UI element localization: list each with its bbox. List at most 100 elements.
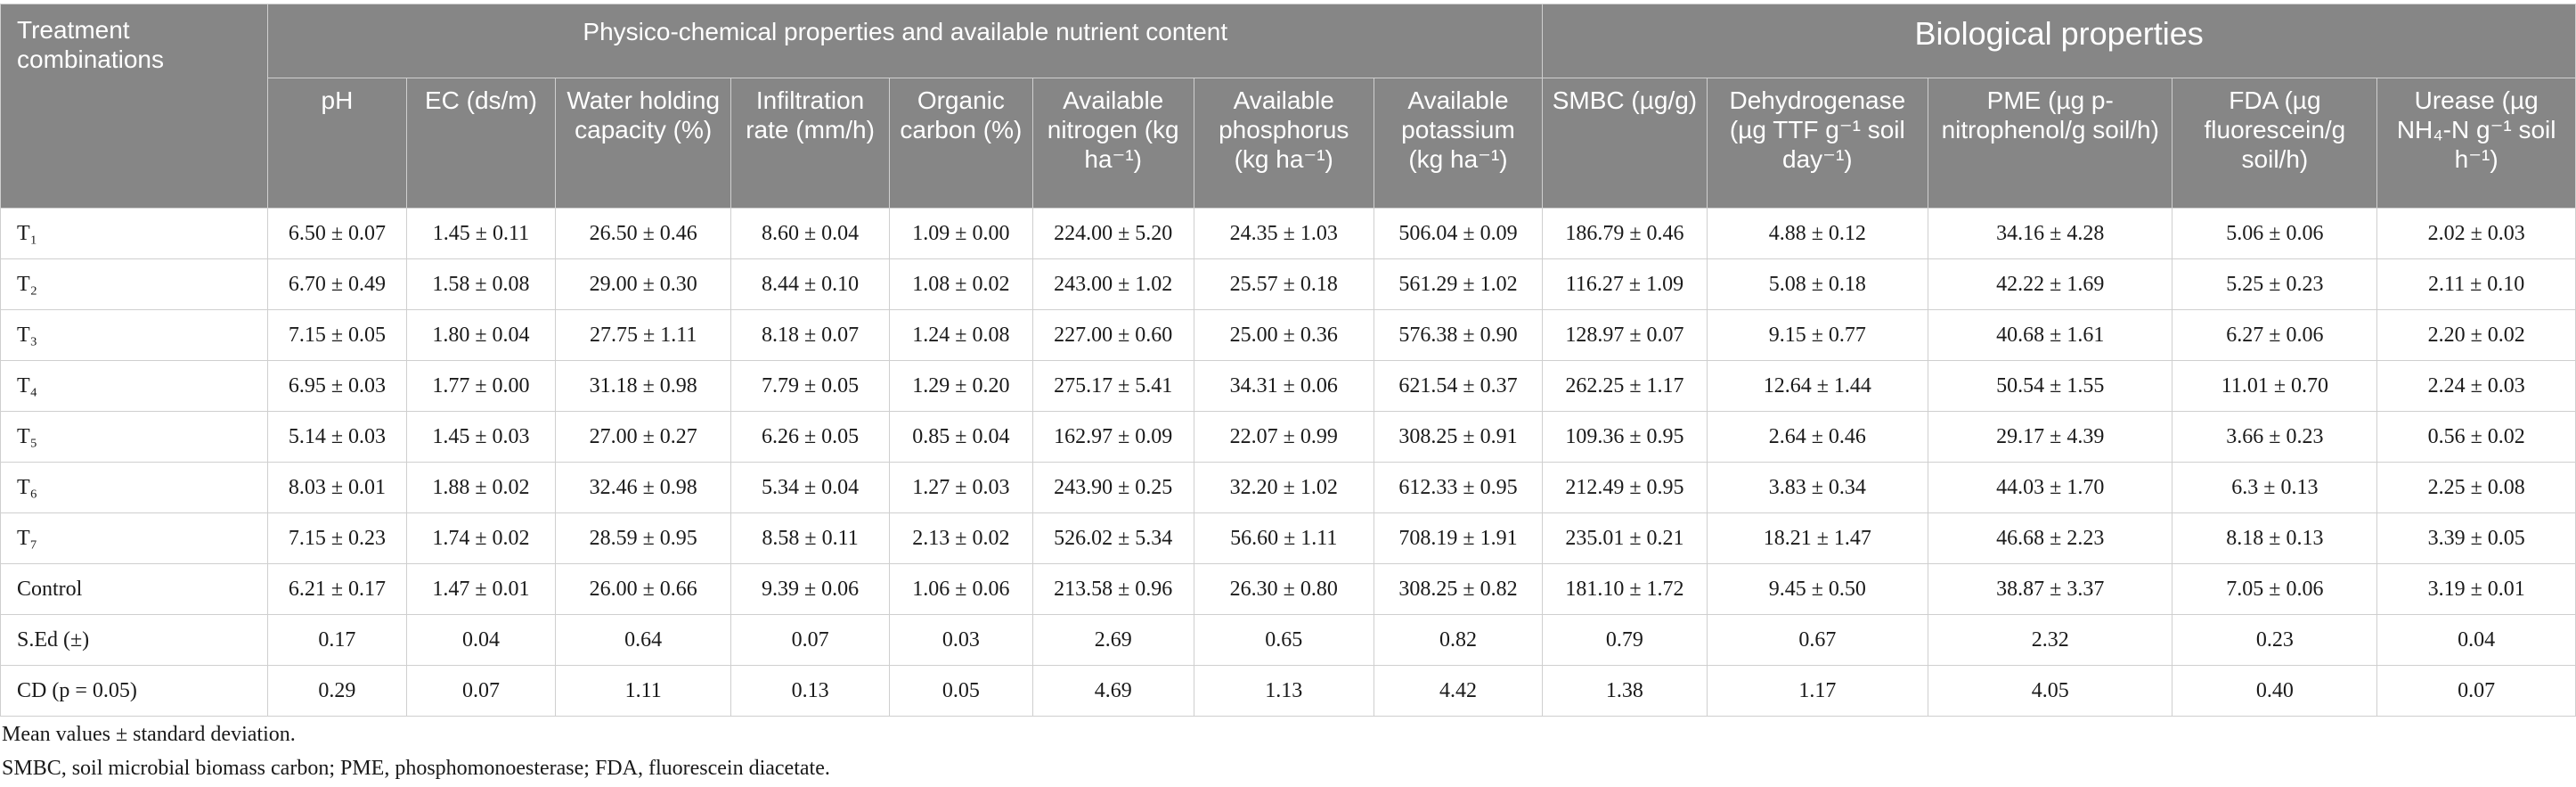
table-cell: 26.00 ± 0.66 <box>555 563 732 615</box>
table-cell: 0.56 ± 0.02 <box>2376 411 2576 463</box>
table-cell: 526.02 ± 5.34 <box>1031 512 1194 564</box>
table-cell: 1.17 <box>1706 665 1929 717</box>
table-cell: 5.08 ± 0.18 <box>1706 258 1929 310</box>
table-cell: 26.50 ± 0.46 <box>555 208 732 259</box>
column-header-water-holding-capacity: Water holding capacity (%) <box>555 78 732 209</box>
table-cell: 2.20 ± 0.02 <box>2376 309 2576 361</box>
table-row: T₆ 8.03 ± 0.01 1.88 ± 0.02 32.46 ± 0.98 5.34… <box>0 462 2576 513</box>
row-label: T₅ <box>0 411 269 463</box>
table-row: T₅ 5.14 ± 0.03 1.45 ± 0.03 27.00 ± 0.27 6.26… <box>0 411 2576 463</box>
table-cell: 116.27 ± 1.09 <box>1542 258 1708 310</box>
table-cell: 243.00 ± 1.02 <box>1031 258 1194 310</box>
table-cell: 1.08 ± 0.02 <box>889 258 1033 310</box>
table-row: S.Ed (±) 0.17 0.04 0.64 0.07 0.03 2.69 0.65 0.82… <box>0 614 2576 666</box>
table-footnotes: Mean values ± standard deviation. SMBC, … <box>2 717 830 786</box>
table-cell: 2.13 ± 0.02 <box>889 512 1033 564</box>
table-cell: 29.00 ± 0.30 <box>555 258 732 310</box>
row-label: T₆ <box>0 462 269 513</box>
table-cell: 29.17 ± 4.39 <box>1928 411 2173 463</box>
table-cell: 2.25 ± 0.08 <box>2376 462 2576 513</box>
table-row: T₃ 7.15 ± 0.05 1.80 ± 0.04 27.75 ± 1.11 8.18… <box>0 309 2576 361</box>
table-cell: 0.04 <box>2376 614 2576 666</box>
table-cell: 162.97 ± 0.09 <box>1031 411 1194 463</box>
table-cell: 32.20 ± 1.02 <box>1193 462 1374 513</box>
table-row: CD (p = 0.05) 0.29 0.07 1.11 0.13 0.05 4.69 1.1… <box>0 665 2576 717</box>
table-cell: 8.60 ± 0.04 <box>730 208 891 259</box>
column-header-fda: FDA (µg fluorescein/g soil/h) <box>2172 78 2378 209</box>
table-cell: 0.13 <box>730 665 891 717</box>
table-cell: 3.83 ± 0.34 <box>1706 462 1929 513</box>
table-cell: 2.32 <box>1928 614 2173 666</box>
table-cell: 2.69 <box>1031 614 1194 666</box>
table-cell: 1.47 ± 0.01 <box>405 563 557 615</box>
table-cell: 128.97 ± 0.07 <box>1542 309 1708 361</box>
column-header-available-nitrogen: Available nitrogen (kg ha⁻¹) <box>1031 78 1194 209</box>
table-cell: 27.75 ± 1.11 <box>555 309 732 361</box>
row-label: T₃ <box>0 309 269 361</box>
table-cell: 4.42 <box>1373 665 1544 717</box>
table-cell: 2.11 ± 0.10 <box>2376 258 2576 310</box>
table-cell: 4.69 <box>1031 665 1194 717</box>
table-cell: 7.15 ± 0.23 <box>267 512 407 564</box>
column-header-ph: pH <box>267 78 407 209</box>
table-cell: 1.13 <box>1193 665 1374 717</box>
table-cell: 32.46 ± 0.98 <box>555 462 732 513</box>
table-cell: 1.06 ± 0.06 <box>889 563 1033 615</box>
table-cell: 5.06 ± 0.06 <box>2172 208 2378 259</box>
footnote-abbreviations: SMBC, soil microbial biomass carbon; PME… <box>2 757 830 781</box>
table-cell: 26.30 ± 0.80 <box>1193 563 1374 615</box>
table-cell: 0.82 <box>1373 614 1544 666</box>
table-cell: 576.38 ± 0.90 <box>1373 309 1544 361</box>
table-cell: 40.68 ± 1.61 <box>1928 309 2173 361</box>
table-cell: 24.35 ± 1.03 <box>1193 208 1374 259</box>
group-header-biological: Biological properties <box>1542 4 2576 78</box>
table-cell: 1.45 ± 0.11 <box>405 208 557 259</box>
column-header-urease: Urease (µg NH₄-N g⁻¹ soil h⁻¹) <box>2376 78 2576 209</box>
group-header-physico-chemical: Physico-chemical properties and availabl… <box>267 4 1544 78</box>
table-cell: 243.90 ± 0.25 <box>1031 462 1194 513</box>
table-cell: 1.29 ± 0.20 <box>889 360 1033 412</box>
table-cell: 8.58 ± 0.11 <box>730 512 891 564</box>
table-cell: 0.04 <box>405 614 557 666</box>
row-label: CD (p = 0.05) <box>0 665 269 717</box>
table-cell: 6.50 ± 0.07 <box>267 208 407 259</box>
table-cell: 213.58 ± 0.96 <box>1031 563 1194 615</box>
column-header-ec: EC (ds/m) <box>405 78 557 209</box>
row-label: Control <box>0 563 269 615</box>
row-label: T₁ <box>0 208 269 259</box>
table-cell: 224.00 ± 5.20 <box>1031 208 1194 259</box>
table-cell: 50.54 ± 1.55 <box>1928 360 2173 412</box>
table-cell: 56.60 ± 1.11 <box>1193 512 1374 564</box>
row-label: T₄ <box>0 360 269 412</box>
table-cell: 6.95 ± 0.03 <box>267 360 407 412</box>
table-cell: 3.66 ± 0.23 <box>2172 411 2378 463</box>
column-header-available-phosphorus: Available phosphorus (kg ha⁻¹) <box>1193 78 1374 209</box>
table-cell: 2.64 ± 0.46 <box>1706 411 1929 463</box>
table-cell: 1.77 ± 0.00 <box>405 360 557 412</box>
table-cell: 262.25 ± 1.17 <box>1542 360 1708 412</box>
table-cell: 8.18 ± 0.13 <box>2172 512 2378 564</box>
table-cell: 186.79 ± 0.46 <box>1542 208 1708 259</box>
table-cell: 22.07 ± 0.99 <box>1193 411 1374 463</box>
table-row: T₂ 6.70 ± 0.49 1.58 ± 0.08 29.00 ± 0.30 8.44… <box>0 258 2576 310</box>
table-cell: 25.00 ± 0.36 <box>1193 309 1374 361</box>
table-cell: 561.29 ± 1.02 <box>1373 258 1544 310</box>
table-cell: 0.17 <box>267 614 407 666</box>
table-cell: 0.64 <box>555 614 732 666</box>
table-row: T₄ 6.95 ± 0.03 1.77 ± 0.00 31.18 ± 0.98 7.79… <box>0 360 2576 412</box>
table-cell: 6.27 ± 0.06 <box>2172 309 2378 361</box>
table-cell: 1.38 <box>1542 665 1708 717</box>
table-cell: 212.49 ± 0.95 <box>1542 462 1708 513</box>
table-cell: 18.21 ± 1.47 <box>1706 512 1929 564</box>
table-cell: 1.58 ± 0.08 <box>405 258 557 310</box>
table-cell: 612.33 ± 0.95 <box>1373 462 1544 513</box>
table-cell: 1.88 ± 0.02 <box>405 462 557 513</box>
column-header-available-potassium: Available potassium (kg ha⁻¹) <box>1373 78 1544 209</box>
table-cell: 0.07 <box>730 614 891 666</box>
table-cell: 1.74 ± 0.02 <box>405 512 557 564</box>
treatment-header: Treatment combinations <box>0 4 269 209</box>
table-cell: 0.07 <box>2376 665 2576 717</box>
table-cell: 0.23 <box>2172 614 2378 666</box>
table-cell: 235.01 ± 0.21 <box>1542 512 1708 564</box>
column-header-smbc: SMBC (µg/g) <box>1542 78 1708 209</box>
